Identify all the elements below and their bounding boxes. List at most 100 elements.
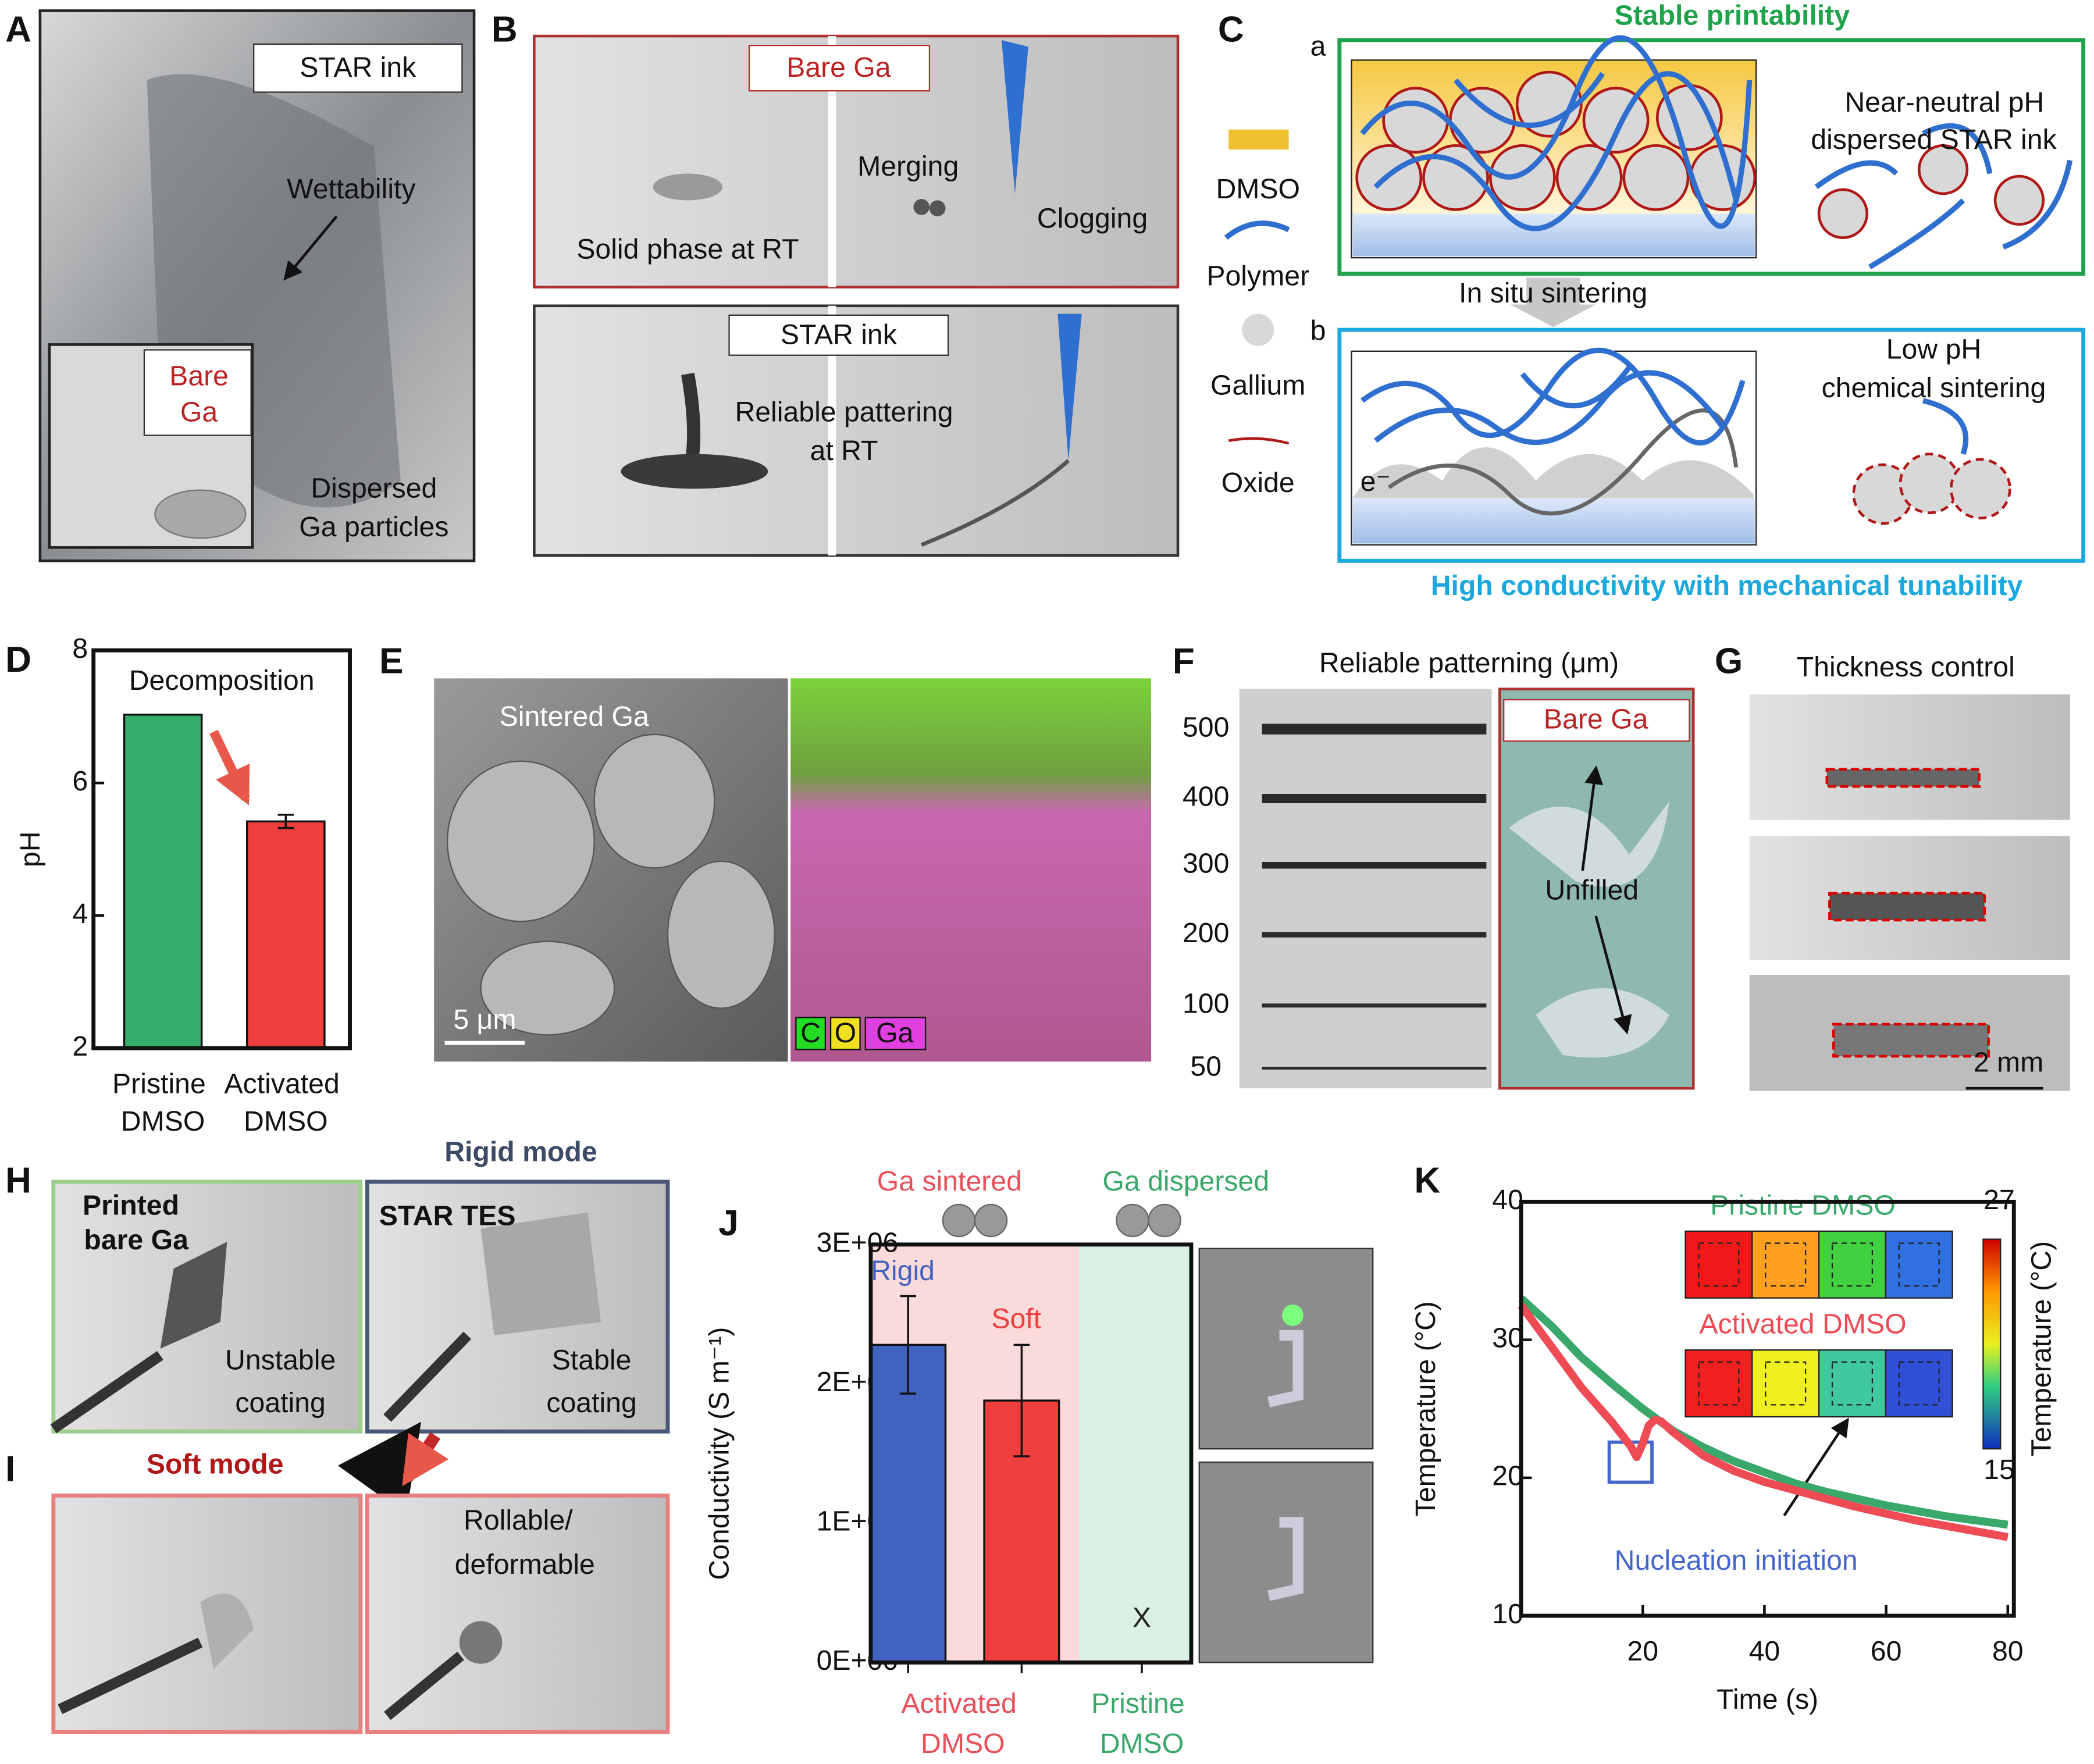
sample-outline xyxy=(1698,1242,1740,1287)
particles xyxy=(1355,70,2045,240)
printed-line xyxy=(1262,1067,1487,1070)
transition-label: In situ sintering xyxy=(1459,277,1647,309)
tweezers xyxy=(58,1637,203,1715)
line-width-label: 50 xyxy=(1190,1051,1222,1082)
photo-title: Printed xyxy=(83,1189,179,1221)
particles xyxy=(1852,452,2011,525)
ga-drop xyxy=(154,489,247,539)
thermal-cell xyxy=(1685,1349,1753,1418)
ga-residue xyxy=(1509,801,1669,887)
sub-label: a xyxy=(1310,30,1326,62)
caption: coating xyxy=(235,1387,325,1419)
caption: Clogging xyxy=(1037,203,1148,234)
sample-outline xyxy=(1831,1361,1874,1406)
colorbar xyxy=(1982,1238,2002,1450)
mode-arrow xyxy=(402,1432,449,1487)
group-label: Activated DMSO xyxy=(902,1688,1025,1759)
caption: Solid phase at RT xyxy=(576,233,799,265)
line-width-label: 300 xyxy=(1183,848,1229,879)
element-box xyxy=(829,1017,861,1050)
element-label: C xyxy=(800,1017,821,1049)
arrow xyxy=(209,729,250,806)
annotation: Decomposition xyxy=(129,665,315,696)
annotation: Low pH xyxy=(1886,334,1981,365)
polymer xyxy=(1361,347,1969,455)
rolled-film xyxy=(459,1621,503,1664)
section-box xyxy=(1337,38,2086,276)
legend-label: DMSO xyxy=(1216,173,1300,205)
legend-swatch xyxy=(1228,129,1289,150)
section-box xyxy=(1337,327,2086,563)
panel-label: G xyxy=(1715,641,1743,681)
line-width-label: 400 xyxy=(1183,781,1229,812)
caption: deformable xyxy=(455,1549,595,1580)
inset-label: Bare xyxy=(169,361,229,392)
arrow xyxy=(1581,765,1604,871)
label-box xyxy=(253,43,463,93)
panel-label: D xyxy=(5,640,31,680)
ga-film xyxy=(160,1242,227,1349)
label-box xyxy=(748,44,931,92)
printed-line xyxy=(1262,1003,1487,1008)
grains xyxy=(446,733,775,1036)
element-label: O xyxy=(835,1017,857,1049)
group-background xyxy=(1079,1244,1191,1663)
panel-label: J xyxy=(718,1203,738,1243)
x-axis-label: Time (s) xyxy=(1716,1684,1818,1715)
polymer xyxy=(1360,35,2073,270)
mode-title: Rigid mode xyxy=(444,1136,597,1167)
thermal-cell xyxy=(1751,1230,1820,1299)
sample-outline xyxy=(1898,1242,1940,1287)
divider xyxy=(828,305,836,556)
mode-title: Soft mode xyxy=(147,1449,284,1480)
divider xyxy=(828,36,836,287)
series-line xyxy=(1518,1303,2009,1541)
tweezers xyxy=(383,1331,472,1422)
annotation: dispersed STAR ink xyxy=(1811,124,2057,155)
caption: Dispersed xyxy=(311,472,437,504)
group-top-label: Ga dispersed xyxy=(1102,1166,1269,1197)
y-axis-label: Conductivity (S m⁻¹) xyxy=(704,1327,735,1580)
sample-outline xyxy=(1698,1361,1740,1406)
particle-icon xyxy=(1148,1203,1181,1238)
photo-label: STAR ink xyxy=(781,319,898,350)
y-tick-label: 2 xyxy=(72,1031,88,1062)
particle-icon xyxy=(974,1203,1008,1238)
arrow xyxy=(283,215,338,281)
panel-title: Thickness control xyxy=(1797,651,2015,683)
sample-outline xyxy=(1898,1361,1940,1406)
scale-label: 5 μm xyxy=(453,1004,516,1035)
bar xyxy=(870,1344,947,1664)
ga-bead xyxy=(929,200,946,216)
annotation: Wettability xyxy=(287,173,415,205)
y-tick-label: 10 xyxy=(1492,1598,1523,1630)
printed-line xyxy=(1262,932,1487,938)
printed-line xyxy=(1262,862,1487,869)
panel-label: E xyxy=(379,641,403,681)
transition-arrow xyxy=(1510,277,1596,327)
panel-label: K xyxy=(1414,1161,1440,1201)
plot-frame xyxy=(91,648,352,1050)
photo-label: STAR ink xyxy=(300,52,416,83)
tes-film xyxy=(480,1212,601,1335)
colorbar-tick-label: 15 xyxy=(1983,1454,2015,1485)
photo xyxy=(1749,694,2070,820)
group-label: Pristine DMSO xyxy=(1091,1688,1192,1759)
caption: Rollable/ xyxy=(464,1505,573,1536)
caption: Merging xyxy=(857,151,959,182)
legend-swatch xyxy=(1228,437,1290,445)
annotation: chemical sintering xyxy=(1822,372,2046,404)
ink-puddle xyxy=(621,454,768,489)
thermal-cell xyxy=(1885,1349,1953,1418)
tweezers xyxy=(384,1651,464,1720)
tweezers xyxy=(50,1350,163,1434)
label-box xyxy=(1503,699,1690,742)
thickness-box xyxy=(1825,768,1981,788)
ink-stream xyxy=(681,372,701,462)
printed-line xyxy=(1262,793,1487,804)
annotation: Unfilled xyxy=(1545,874,1639,906)
line-width-label: 200 xyxy=(1183,917,1229,949)
thermal-cell xyxy=(1818,1230,1886,1299)
legend-swatch xyxy=(1242,313,1274,346)
